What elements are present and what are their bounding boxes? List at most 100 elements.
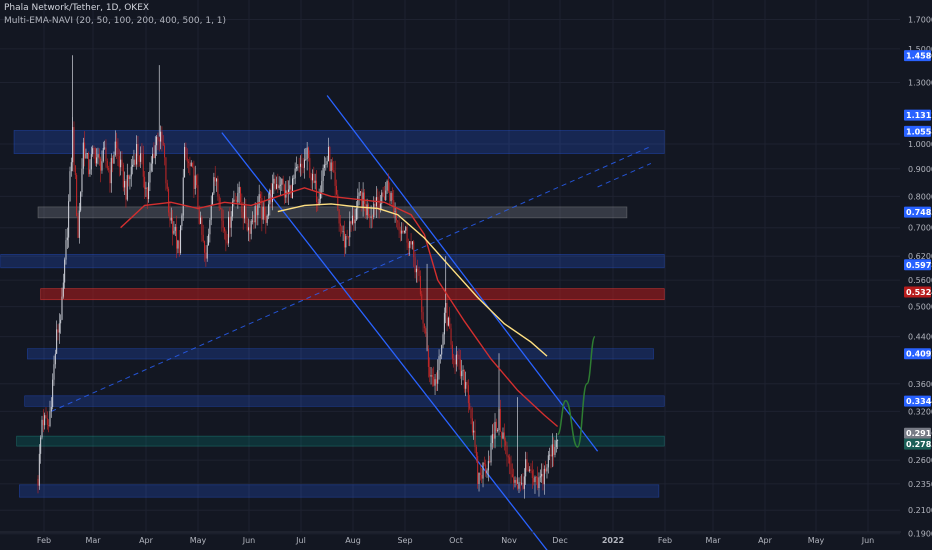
candle — [437, 359, 439, 391]
candle — [331, 157, 333, 172]
candle-body — [470, 408, 472, 419]
candle-body — [425, 328, 427, 334]
candle — [359, 190, 361, 196]
candle-body — [62, 282, 64, 297]
candle-body — [417, 268, 419, 271]
candle-body — [201, 217, 203, 235]
candle-body — [365, 203, 367, 216]
candle-body — [120, 159, 122, 168]
candle — [529, 466, 531, 473]
zone-blue — [24, 395, 665, 407]
candle — [238, 181, 240, 205]
candle-body — [537, 477, 539, 489]
candle — [466, 380, 468, 393]
candle — [475, 444, 477, 463]
candle — [374, 197, 376, 216]
candle-body — [325, 164, 327, 166]
x-tick-label: Apr — [758, 536, 773, 545]
candle — [132, 155, 134, 175]
candle — [117, 138, 119, 166]
candle-body — [93, 148, 95, 150]
candle — [434, 373, 436, 396]
candle-body — [421, 294, 423, 313]
candle — [463, 369, 465, 393]
candle — [333, 161, 335, 173]
candle-body — [414, 257, 416, 273]
candle — [169, 201, 171, 228]
candle-body — [318, 198, 320, 205]
candle-body — [374, 203, 376, 207]
candle-body — [110, 158, 112, 184]
candle — [42, 409, 44, 433]
candle-body — [202, 234, 204, 241]
x-tick-label: Sep — [397, 536, 412, 545]
candle — [184, 142, 186, 178]
candle — [491, 424, 493, 450]
level-badge-label: 0.2916 — [906, 429, 932, 438]
candle — [272, 174, 274, 211]
candle — [357, 188, 359, 220]
candle-body — [370, 216, 372, 218]
candle — [65, 229, 67, 265]
candle — [513, 468, 515, 490]
y-tick-label: 1.3000 — [908, 78, 932, 87]
candle-body — [409, 241, 411, 248]
candle — [237, 183, 239, 209]
candle — [192, 162, 194, 168]
candle — [116, 132, 118, 160]
candle — [86, 153, 88, 159]
candle-body — [250, 220, 252, 234]
candle-body — [233, 199, 235, 202]
level-badge — [904, 395, 931, 407]
candle-body — [459, 359, 461, 377]
candle — [41, 415, 43, 440]
price-axis: 1.90001.70001.50001.30001.00000.90000.80… — [908, 16, 932, 539]
candle-body — [314, 180, 316, 183]
candle — [40, 435, 42, 464]
candle-body — [190, 162, 192, 167]
candle-body — [358, 192, 360, 197]
candle-body — [261, 198, 263, 220]
candle-body — [422, 312, 424, 324]
candle-body — [137, 144, 139, 157]
candle-body — [189, 162, 191, 167]
candle-body — [489, 461, 491, 463]
candle — [511, 463, 513, 478]
candle — [546, 464, 548, 479]
candle — [335, 179, 337, 196]
candle-body — [72, 127, 74, 163]
candle — [194, 165, 196, 195]
candle — [137, 135, 139, 168]
candle — [543, 465, 545, 495]
candle — [459, 349, 461, 379]
candle-body — [208, 234, 210, 246]
candle-body — [534, 476, 536, 483]
candle — [178, 229, 180, 257]
candle — [252, 211, 254, 225]
candle-body — [185, 146, 187, 158]
candle-body — [369, 215, 371, 218]
candle-body — [499, 408, 501, 432]
candle — [126, 163, 128, 202]
candle — [125, 179, 127, 208]
candle-body — [438, 356, 440, 371]
candle-body — [353, 215, 355, 224]
candle-body — [40, 437, 42, 454]
candle-body — [481, 475, 483, 479]
candle-body — [466, 382, 468, 386]
candle-body — [52, 379, 54, 407]
candle — [118, 149, 120, 177]
level-badge-label: 0.7483 — [906, 208, 932, 217]
candle-body — [84, 142, 86, 159]
candle — [96, 148, 98, 167]
candle — [553, 437, 555, 467]
candle-body — [383, 196, 385, 201]
level-badge — [904, 125, 931, 137]
candle-body — [487, 461, 489, 471]
candle-body — [188, 161, 190, 163]
candle-body — [311, 173, 313, 181]
